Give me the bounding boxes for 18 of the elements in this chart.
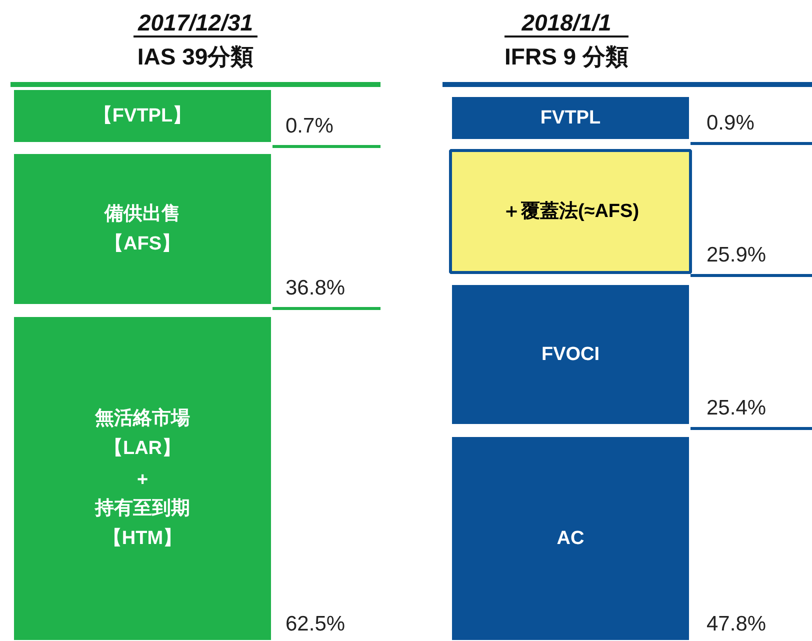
text: 2017/12/31 <box>136 10 254 36</box>
text: IFRS 9 分類 <box>504 44 628 70</box>
category-label: FVOCI <box>541 344 600 365</box>
data-label: 25.9% <box>706 244 766 266</box>
category-label: AC <box>556 528 584 549</box>
data-label: 0.7% <box>286 114 334 138</box>
data-label: 0.9% <box>706 112 754 134</box>
category-label: FVTPL <box>540 108 601 128</box>
text: IAS 39分類 <box>137 44 254 70</box>
category-label: 備供出售【AFS】 <box>104 202 180 254</box>
category-label: ＋覆蓋法(≈AFS) <box>502 200 640 222</box>
data-label: 36.8% <box>286 276 346 300</box>
data-label: 47.8% <box>706 612 766 636</box>
data-label: 25.4% <box>706 396 766 420</box>
text: 2018/1/1 <box>520 10 612 36</box>
category-label: 【FVTPL】 <box>93 104 192 126</box>
category-label: 無活絡市場【LAR】+持有至到期【HTM】 <box>94 407 190 549</box>
data-label: 62.5% <box>286 612 346 636</box>
